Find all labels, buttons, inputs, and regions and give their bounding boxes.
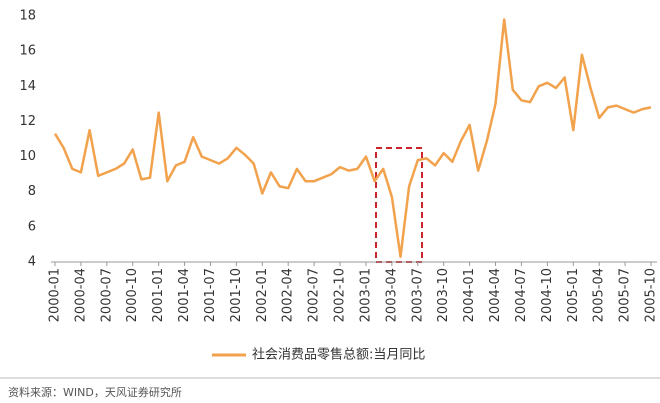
y-tick-label: 14 — [19, 79, 36, 94]
x-tick-label: 2003-01 — [358, 268, 373, 322]
x-tick-label: 2003-10 — [436, 268, 451, 322]
x-tick-label: 2004-01 — [462, 268, 477, 322]
line — [53, 18, 652, 258]
y-tick-label: 8 — [28, 184, 36, 199]
x-tick-label: 2002-04 — [281, 268, 296, 322]
x-tick-label: 2002-01 — [255, 268, 270, 322]
legend-label: 社会消费品零售总额:当月同比 — [252, 347, 425, 363]
x-tick-label: 2005-01 — [566, 268, 581, 322]
x-tick-label: 2005-04 — [592, 268, 607, 322]
x-tick-label: 2000-01 — [48, 268, 63, 322]
y-tick-label: 10 — [19, 149, 36, 164]
x-tick-label: 2003-07 — [410, 268, 425, 322]
x-tick-label: 2000-04 — [73, 268, 88, 322]
x-tick-label: 2003-04 — [384, 268, 399, 322]
y-tick-label: 6 — [28, 219, 36, 234]
x-tick-label: 2005-10 — [644, 268, 659, 322]
x-tick-label: 2001-01 — [151, 268, 166, 322]
x-tick-label: 2001-07 — [203, 268, 218, 322]
x-tick-label: 2005-07 — [618, 268, 633, 322]
x-tick-label: 2000-10 — [125, 268, 140, 322]
y-tick-label: 4 — [28, 255, 36, 270]
x-tick-label: 2000-07 — [99, 268, 114, 322]
x-tick-label: 2004-07 — [514, 268, 529, 322]
y-tick-label: 18 — [19, 9, 36, 24]
x-tick-label: 2004-04 — [488, 268, 503, 322]
y-tick-label: 12 — [19, 114, 36, 129]
x-tick-label: 2002-10 — [333, 268, 348, 322]
x-tick-label: 2001-10 — [229, 268, 244, 322]
x-tick-label: 2002-07 — [307, 268, 322, 322]
x-tick-label: 2004-10 — [540, 268, 555, 322]
x-tick-label: 2001-04 — [177, 268, 192, 322]
source: 资料来源：WIND，天风证券研究所 — [8, 385, 182, 399]
y-tick-label: 16 — [19, 44, 36, 59]
